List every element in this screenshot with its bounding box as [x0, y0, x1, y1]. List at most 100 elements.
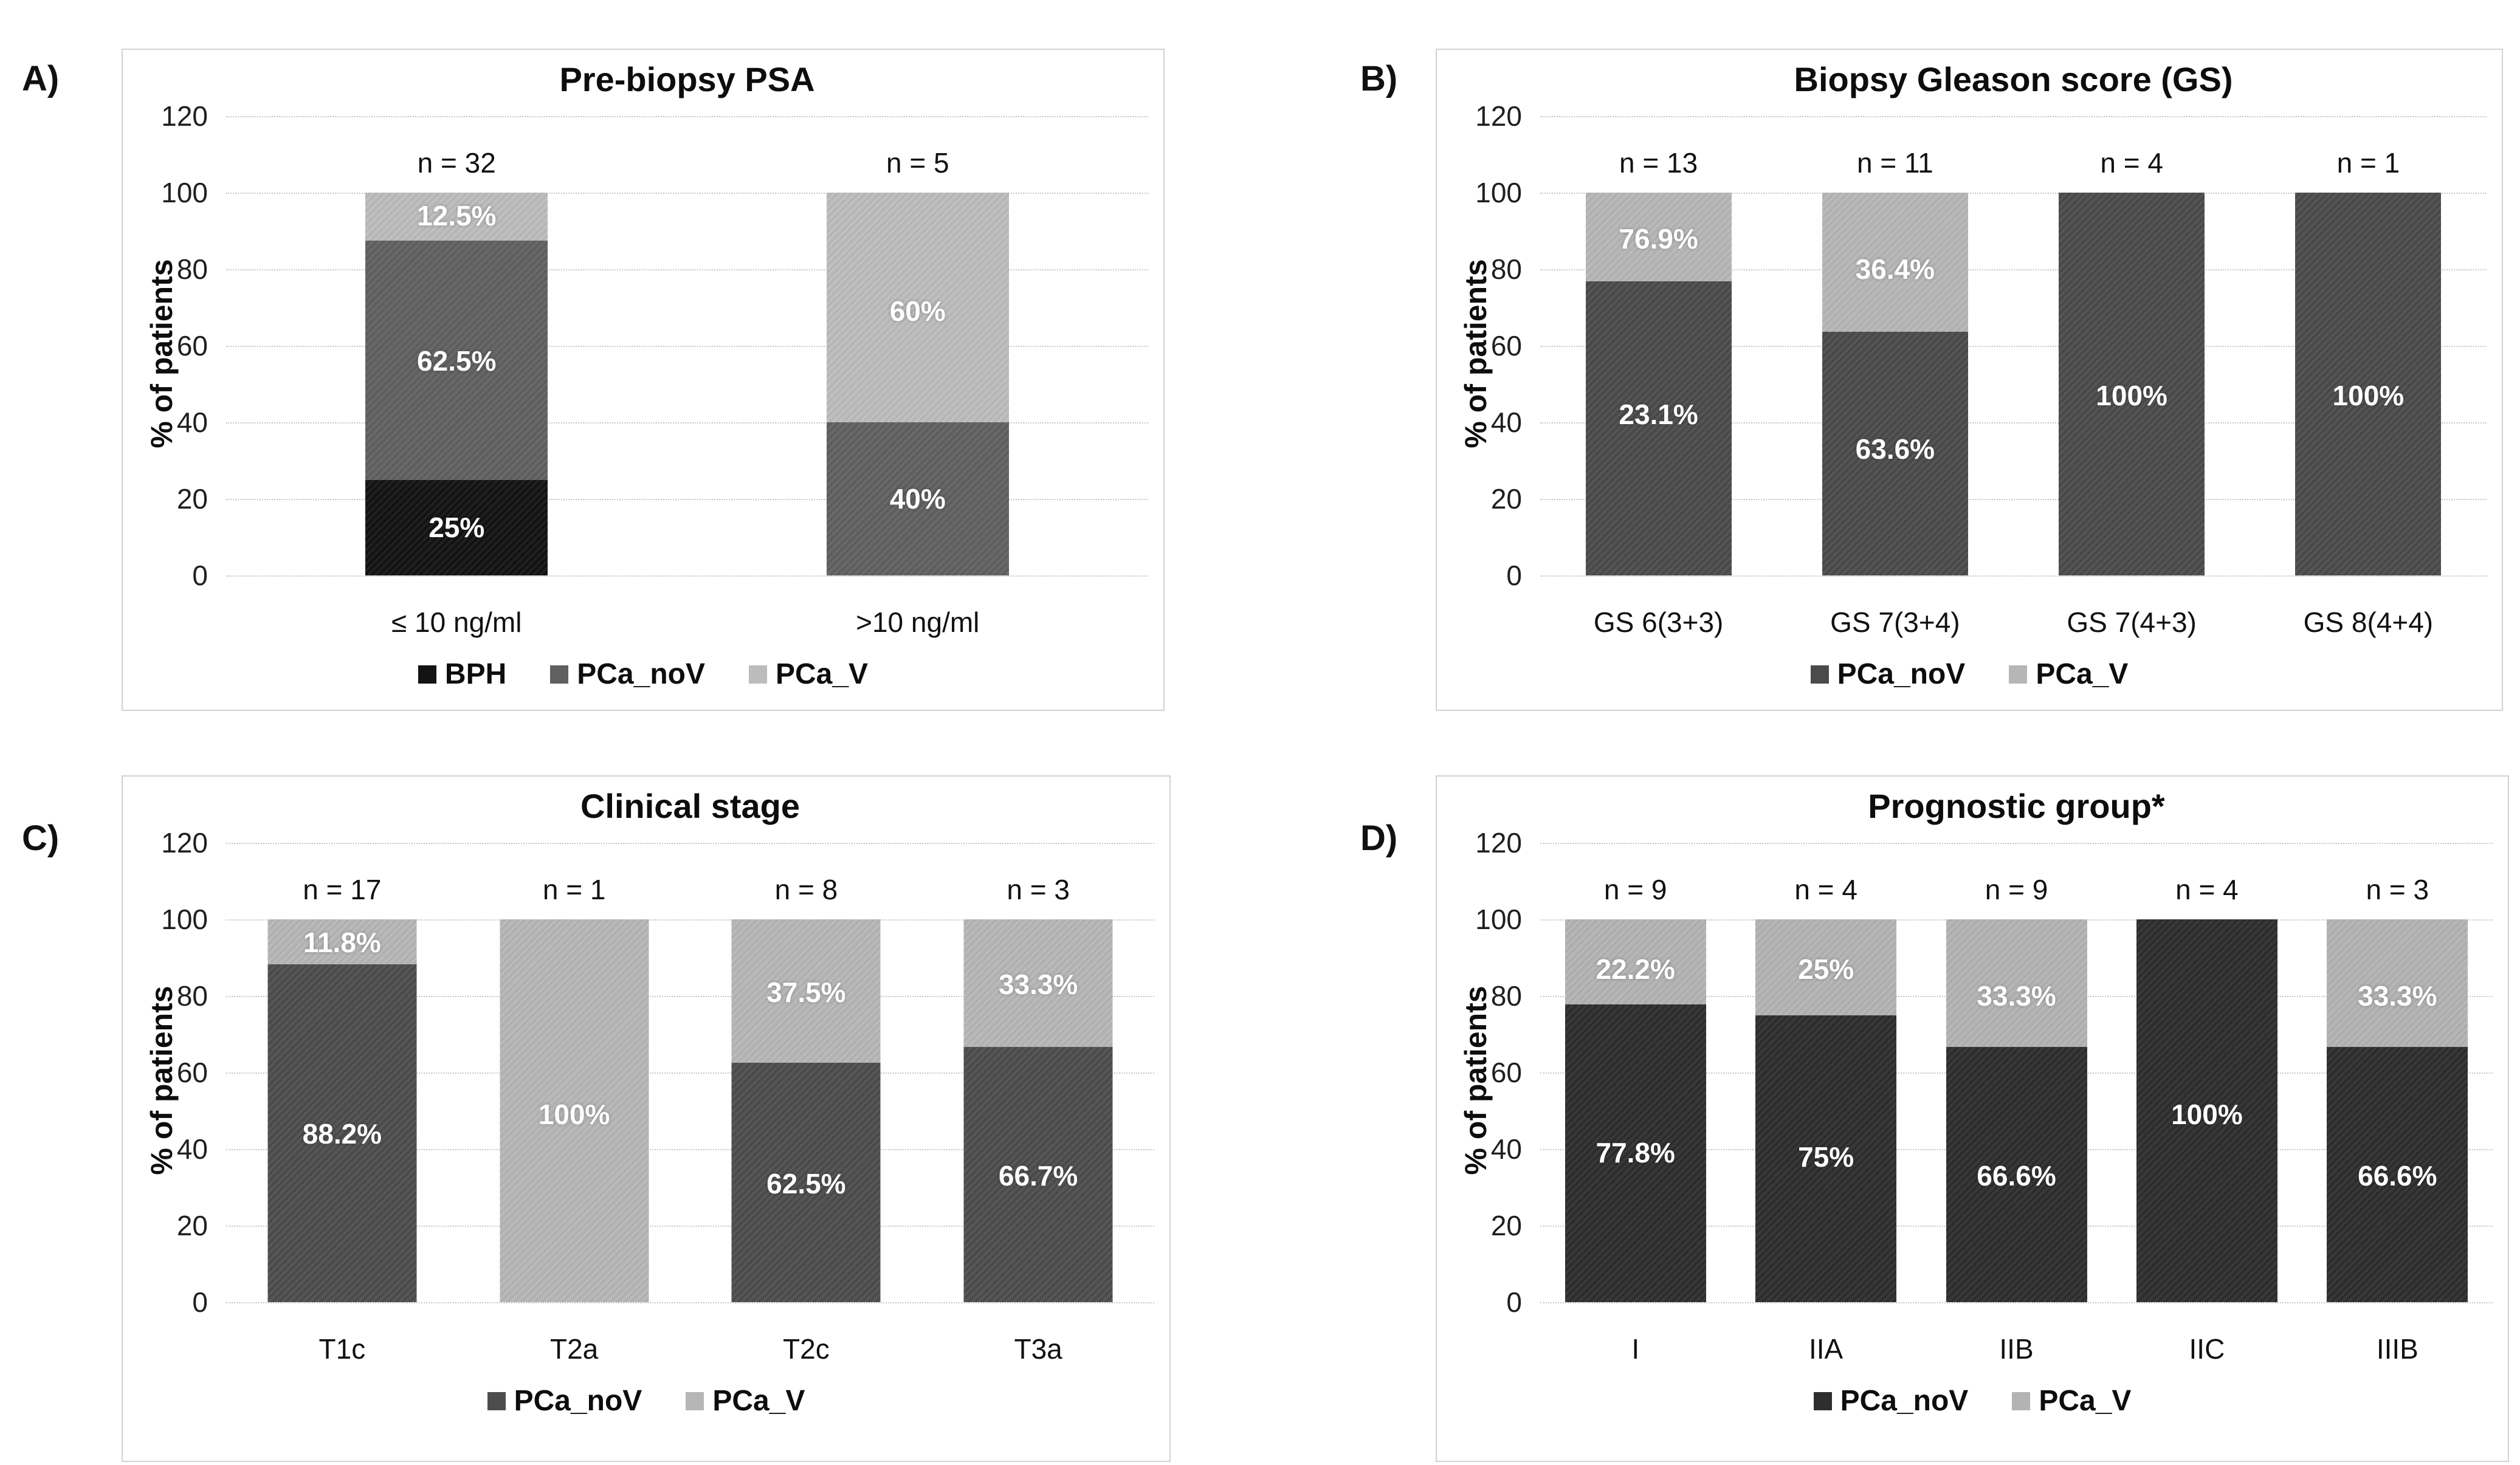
gridline	[1540, 575, 2487, 577]
gridline	[226, 996, 1154, 997]
y-tick: 60	[1490, 1057, 1522, 1088]
y-tick: 20	[1490, 483, 1522, 515]
legend-label: PCa_noV	[577, 658, 705, 690]
x-tick-label: T2a	[549, 1333, 599, 1365]
bar-segment-pca-v	[1565, 919, 1706, 1004]
bars-row: n = 9 77.8% 22.2% n = 4 75% 25% n = 9 66.6% 33.3…	[1540, 843, 2493, 1302]
bar-value-label: 37.5%	[766, 976, 846, 1008]
panel-label-c: C)	[22, 818, 60, 858]
bar-segment-pca-v	[2327, 919, 2468, 1048]
gridline	[1540, 1302, 2493, 1303]
n-label: n = 5	[886, 147, 949, 179]
y-tick: 80	[176, 980, 208, 1012]
chart-title: Clinical stage	[580, 787, 800, 825]
bar-segment-pca-v	[963, 919, 1113, 1047]
stacked-bar	[2295, 193, 2442, 575]
bar-slot: n = 4 100%	[2112, 843, 2302, 1302]
bar-value-label: 33.3%	[1977, 980, 2056, 1012]
plot-area: n = 13 23.1% 76.9% n = 11 63.6% 36.4% n = 4 100…	[1540, 116, 2487, 577]
stacked-bar	[1585, 193, 1732, 575]
n-label: n = 4	[1794, 874, 1857, 905]
bar-segment-pca-nov	[826, 422, 1009, 575]
y-tick: 80	[176, 253, 208, 285]
bar-slot: n = 17 88.2% 11.8%	[226, 843, 458, 1302]
chart-title: Prognostic group*	[1868, 787, 2165, 825]
legend: PCa_noV PCa_V	[1437, 1384, 2508, 1418]
legend-swatch-pca-v	[686, 1391, 704, 1410]
y-tick: 20	[176, 483, 208, 515]
stacked-bar	[963, 919, 1113, 1302]
bar-segment-pca-v	[500, 919, 649, 1302]
stacked-bar	[500, 919, 649, 1302]
y-tick: 40	[1490, 407, 1522, 438]
legend-item: PCa_noV	[1813, 1384, 1969, 1418]
bar-value-label: 11.8%	[303, 926, 381, 958]
n-label: n = 32	[417, 147, 496, 179]
bars-row: n = 13 23.1% 76.9% n = 11 63.6% 36.4% n = 4 100…	[1540, 116, 2487, 575]
bar-value-label: 22.2%	[1596, 953, 1675, 985]
bar-value-label: 60%	[889, 295, 946, 328]
bar-value-label: 62.5%	[417, 345, 497, 377]
legend-swatch-pca-nov	[550, 665, 569, 684]
gridline	[226, 919, 1154, 921]
legend-item: PCa_V	[2009, 657, 2128, 691]
gridline	[1540, 499, 2487, 500]
bar-segment-pca-nov	[2327, 1047, 2468, 1302]
y-tick: 40	[176, 407, 208, 438]
plot-area: n = 9 77.8% 22.2% n = 4 75% 25% n = 9 66.6% 33.3…	[1540, 843, 2493, 1303]
x-tick-label: T2c	[783, 1333, 830, 1365]
gridline	[1540, 193, 2487, 194]
legend-item: BPH	[418, 657, 506, 691]
bar-segment-bph	[365, 479, 548, 575]
bar-segment-pca-nov	[267, 964, 417, 1302]
plot-area: n = 17 88.2% 11.8% n = 1 100% n = 8 62.5% 37.5%…	[226, 843, 1154, 1303]
legend-swatch-pca-v	[2009, 665, 2028, 684]
panel-label-d: D)	[1360, 818, 1398, 858]
gridline	[1540, 422, 2487, 424]
bar-segment-pca-nov	[2059, 193, 2205, 575]
bar-value-label: 100%	[538, 1099, 610, 1131]
bar-value-label: 75%	[1798, 1141, 1854, 1173]
bar-value-label: 63.6%	[1855, 433, 1935, 465]
bar-slot: n = 4 75% 25%	[1730, 843, 1921, 1302]
x-tick-label: GS 7(3+4)	[1830, 606, 1960, 638]
y-tick: 60	[1490, 330, 1522, 362]
gridline	[226, 346, 1148, 347]
n-label: n = 17	[303, 874, 382, 905]
chart-title: Pre-biopsy PSA	[559, 60, 815, 98]
legend-swatch-pca-nov	[1813, 1391, 1832, 1410]
x-tick-label: IIC	[2189, 1333, 2225, 1365]
bar-value-label: 100%	[2332, 379, 2405, 411]
panel-a: Pre-biopsy PSA% of patients 120 100 80 60 40 2…	[122, 49, 1165, 711]
gridline	[226, 193, 1148, 194]
x-tick-label: IIIB	[2376, 1333, 2418, 1365]
x-tick-label: T3a	[1014, 1333, 1062, 1365]
gridline	[226, 1302, 1154, 1303]
legend-item: PCa_noV	[550, 657, 705, 691]
n-label: n = 8	[774, 874, 838, 905]
gridline	[226, 422, 1148, 424]
legend-swatch-pca-v	[2012, 1391, 2031, 1410]
bar-segment-pca-v	[267, 919, 417, 965]
y-tick: 0	[1506, 1286, 1522, 1318]
gridline	[226, 499, 1148, 500]
n-label: n = 13	[1619, 147, 1698, 179]
legend-label: BPH	[444, 658, 507, 690]
legend-label: PCa_noV	[1840, 1385, 1969, 1417]
legend: PCa_noV PCa_V	[123, 1384, 1169, 1418]
panel-label-a: A)	[22, 59, 60, 98]
bar-segment-pca-v	[731, 919, 881, 1063]
bar-slot: n = 4 100%	[2014, 116, 2250, 575]
bar-value-label: 40%	[889, 483, 946, 515]
bar-segment-pca-nov	[1755, 1015, 1897, 1302]
legend-item: PCa_noV	[487, 1384, 642, 1418]
y-tick: 80	[1490, 980, 1522, 1012]
panel-d: Prognostic group*% of patients 120 100 80 60…	[1436, 775, 2509, 1462]
bar-value-label: 23.1%	[1619, 399, 1698, 431]
x-tick-label: GS 6(3+3)	[1593, 606, 1724, 638]
y-tick: 100	[161, 904, 208, 935]
legend-swatch-pca-nov	[1810, 665, 1829, 684]
y-tick: 120	[1475, 100, 1522, 132]
bar-slot: n = 8 62.5% 37.5%	[690, 843, 923, 1302]
bar-slot: n = 9 66.6% 33.3%	[1921, 843, 2112, 1302]
